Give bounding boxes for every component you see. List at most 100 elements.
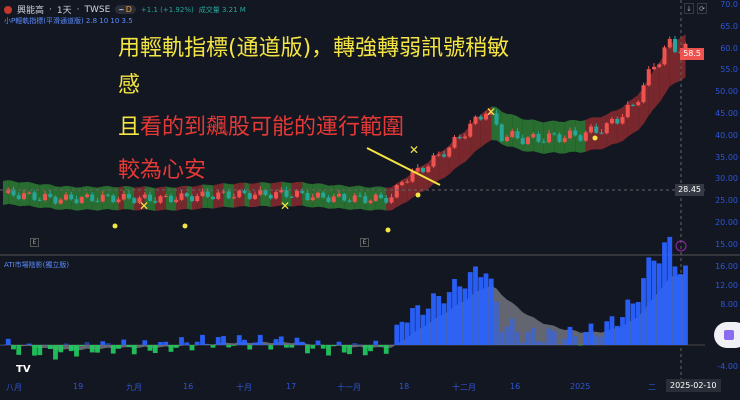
signal-cross: ✕ xyxy=(486,105,496,119)
candle xyxy=(326,197,331,202)
histogram-bar xyxy=(546,328,552,345)
histogram-bar xyxy=(331,345,337,346)
channel-band xyxy=(417,165,423,194)
candle xyxy=(95,200,100,202)
channel-band xyxy=(580,119,586,153)
channel-band xyxy=(171,187,177,211)
event-badge[interactable]: E xyxy=(30,238,39,247)
channel-band xyxy=(633,94,639,134)
event-badge[interactable]: E xyxy=(360,238,369,247)
channel-band xyxy=(344,185,350,210)
channel-band xyxy=(570,119,576,152)
candle xyxy=(363,196,368,203)
histogram-bar xyxy=(473,266,478,345)
candle xyxy=(116,199,121,203)
histogram-bar xyxy=(16,345,22,355)
histogram-bar xyxy=(667,236,673,345)
histogram-bar xyxy=(488,278,494,345)
candle xyxy=(594,126,599,133)
histogram-bar xyxy=(0,345,6,346)
candle xyxy=(415,167,420,172)
candle xyxy=(421,167,425,172)
channel-band xyxy=(559,121,565,154)
channel-band xyxy=(113,187,119,211)
candle xyxy=(457,136,462,139)
histogram-bar xyxy=(84,342,90,345)
sub-tick: 8.00 xyxy=(720,300,738,309)
status-pill[interactable]: ━ D xyxy=(115,5,136,14)
histogram-bar xyxy=(614,325,620,345)
symbol-name[interactable]: 興能高 xyxy=(17,6,45,16)
candle xyxy=(137,197,142,203)
reset-icon[interactable]: ⟳ xyxy=(697,3,707,14)
histogram-bar xyxy=(425,308,431,345)
annotation-line3-yellow: 且 xyxy=(118,115,141,140)
histogram-bar xyxy=(179,337,184,345)
histogram-bar xyxy=(131,345,137,355)
histogram-bar xyxy=(215,337,221,345)
channel-band xyxy=(507,113,513,147)
candle xyxy=(85,194,89,197)
candle xyxy=(169,195,173,202)
candle xyxy=(342,193,347,201)
annotation-line2: 感 xyxy=(118,73,141,98)
histogram-bar xyxy=(121,339,127,345)
channel-band xyxy=(270,182,276,208)
annotation-line3-red: 看的到飆股可能的運行範圍 xyxy=(140,115,405,140)
signal-dot xyxy=(182,223,188,229)
histogram-bar xyxy=(604,321,610,345)
sub-indicator-label[interactable]: ATI市場陰影(獨立版) xyxy=(4,261,70,269)
candle xyxy=(547,133,551,143)
channel-band xyxy=(165,186,171,211)
candle xyxy=(499,124,504,142)
candle xyxy=(368,200,373,203)
annotation-line1: 用輕軌指標(通道版)，轉強轉弱訊號稍敏 xyxy=(118,36,510,61)
histogram-bar xyxy=(436,296,442,345)
signal-area xyxy=(3,273,686,351)
flag-icon xyxy=(4,5,12,14)
floating-tool-button[interactable] xyxy=(714,322,740,348)
histogram-bar xyxy=(399,321,405,345)
candle xyxy=(331,196,336,202)
price-tick: 50.00 xyxy=(715,87,738,97)
histogram-bar xyxy=(168,345,174,352)
candle xyxy=(379,194,383,199)
candle xyxy=(190,196,194,202)
channel-band xyxy=(8,180,14,205)
interval[interactable]: 1天 xyxy=(56,6,72,16)
histogram-bar xyxy=(373,340,379,345)
candle xyxy=(463,136,467,139)
channel-band xyxy=(533,119,539,153)
scroll-down-icon[interactable]: ↓ xyxy=(684,3,694,14)
channel-band xyxy=(3,180,9,205)
channel-band xyxy=(669,40,675,87)
histogram-bar xyxy=(79,345,85,347)
candle xyxy=(631,104,635,106)
candle xyxy=(578,135,583,141)
price-tick: 65.0 xyxy=(720,21,738,31)
histogram-bar xyxy=(247,345,253,350)
main-indicator-label[interactable]: 小P輕軌指標(平滑通道版) 2.8 10 10 3.5 xyxy=(4,17,133,25)
histogram-bar xyxy=(273,339,279,345)
histogram-bar xyxy=(299,341,305,345)
candle xyxy=(652,66,656,70)
candle xyxy=(673,38,677,52)
channel-band xyxy=(596,117,602,150)
histogram-bar xyxy=(205,344,211,345)
candle xyxy=(200,191,205,196)
time-tick: 十月 xyxy=(236,383,252,392)
candle xyxy=(226,191,231,199)
channel-band xyxy=(549,120,555,153)
candle xyxy=(74,199,79,203)
channel-band xyxy=(181,185,187,210)
histogram-bar xyxy=(26,343,32,345)
candle xyxy=(583,132,588,141)
histogram-bar xyxy=(305,345,310,354)
candle xyxy=(410,171,415,182)
candle xyxy=(132,198,137,203)
histogram-bar xyxy=(320,345,326,349)
candle xyxy=(384,198,389,203)
histogram-bar xyxy=(100,341,106,345)
price-tick: 25.00 xyxy=(715,196,738,206)
